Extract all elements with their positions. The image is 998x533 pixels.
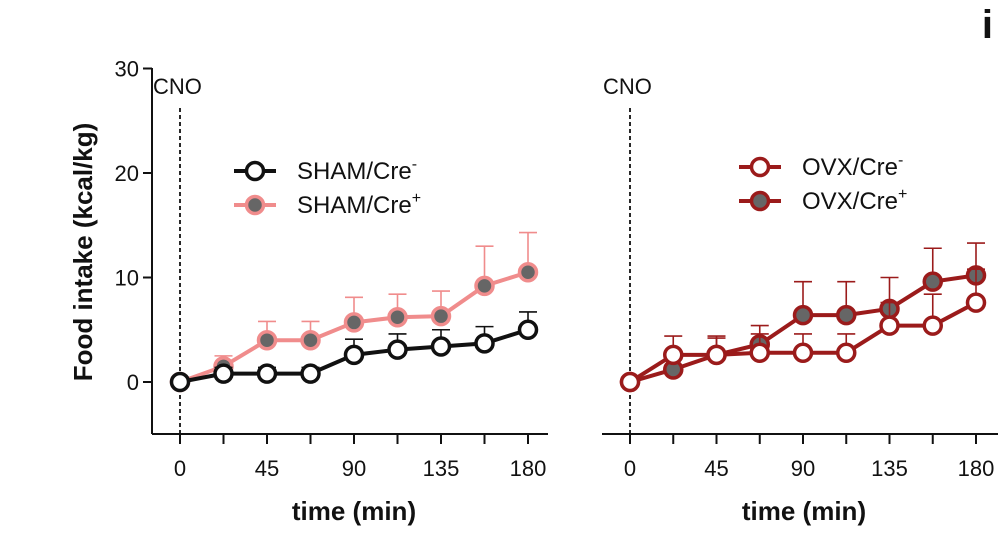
data-point — [792, 304, 814, 326]
panel-label: i — [982, 3, 993, 47]
y-tick-label: 20 — [115, 161, 139, 186]
legend-marker — [749, 190, 771, 212]
legend-entry: OVX/Cre- — [802, 152, 903, 181]
x-tick-label: 0 — [174, 456, 186, 481]
data-point — [256, 329, 278, 351]
x-axis-label: time (min) — [292, 496, 416, 526]
series-cre-minus — [169, 311, 539, 393]
legend-marker — [244, 194, 266, 216]
legend-marker — [749, 156, 771, 178]
legend-entry: SHAM/Cre+ — [297, 190, 421, 219]
data-point — [387, 339, 408, 360]
data-point — [300, 363, 321, 384]
legend-label: SHAM/Cre — [297, 158, 412, 185]
data-point — [792, 342, 814, 363]
legend-superscript: + — [898, 186, 907, 203]
data-point — [836, 342, 857, 363]
data-point — [430, 336, 452, 357]
x-tick-label: 0 — [624, 456, 636, 481]
data-point — [879, 315, 900, 336]
data-point — [517, 319, 539, 340]
data-point — [300, 329, 321, 351]
legend-entry: SHAM/Cre- — [297, 156, 417, 185]
legend-superscript: - — [412, 156, 417, 173]
y-tick-label: 0 — [127, 370, 139, 395]
legend-superscript: + — [412, 190, 421, 207]
data-point — [213, 363, 234, 384]
cno-annotation: CNO — [603, 74, 652, 99]
data-point — [343, 344, 365, 366]
y-axis-label: Food intake (kcal/kg) — [68, 123, 98, 382]
data-point — [749, 342, 770, 363]
data-point — [836, 304, 857, 326]
data-point — [706, 344, 727, 366]
x-tick-label: 135 — [871, 456, 908, 481]
x-tick-label: 90 — [791, 456, 815, 481]
data-point — [965, 292, 987, 313]
y-tick-label: 10 — [115, 266, 139, 291]
data-point — [474, 275, 495, 297]
data-point — [517, 262, 539, 283]
x-tick-label: 180 — [958, 456, 995, 481]
x-tick-label: 45 — [704, 456, 728, 481]
data-point — [387, 306, 408, 328]
y-tick-label: 30 — [115, 57, 139, 82]
data-point — [619, 371, 641, 393]
x-tick-label: 45 — [255, 456, 279, 481]
legend-label: OVX/Cre — [802, 154, 898, 181]
x-tick-label: 180 — [510, 456, 547, 481]
cno-annotation: CNO — [153, 74, 202, 99]
series-cre-plus — [169, 231, 539, 393]
data-point — [430, 305, 452, 327]
data-point — [922, 271, 943, 292]
x-axis-label: time (min) — [742, 496, 866, 526]
x-tick-label: 90 — [342, 456, 366, 481]
data-point — [474, 333, 495, 354]
data-point — [169, 371, 191, 393]
legend-label: OVX/Cre — [802, 188, 898, 215]
data-point — [663, 344, 684, 366]
legend-entry: OVX/Cre+ — [802, 186, 907, 215]
legend-superscript: - — [898, 152, 903, 169]
legend-label: SHAM/Cre — [297, 192, 412, 219]
data-point — [343, 312, 365, 333]
data-point — [922, 315, 943, 336]
x-tick-label: 135 — [423, 456, 460, 481]
legend-marker — [244, 160, 266, 182]
series-cre-minus — [619, 268, 987, 393]
data-point — [256, 363, 278, 384]
